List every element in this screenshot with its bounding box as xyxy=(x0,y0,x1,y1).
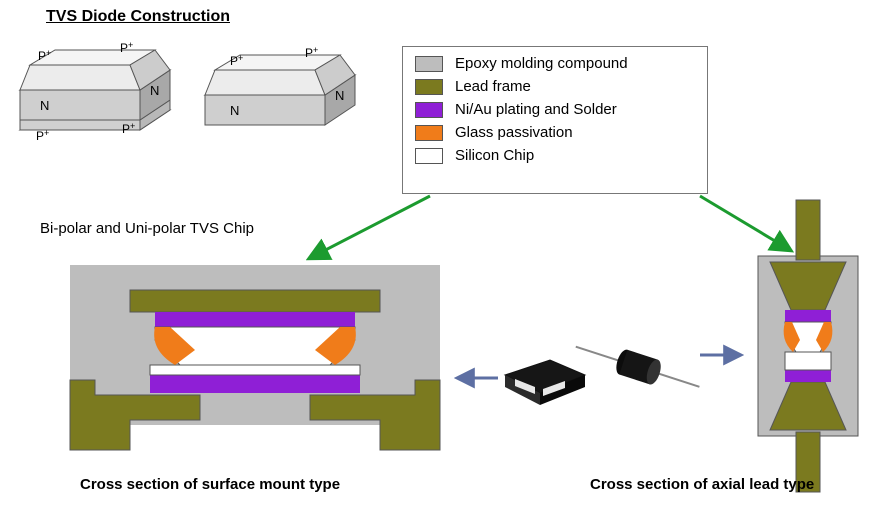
axial-package-icon xyxy=(572,334,704,399)
axial-caption: Cross section of axial lead type xyxy=(590,476,814,493)
smd-cross-section xyxy=(70,265,440,450)
smd-caption: Cross section of surface mount type xyxy=(80,476,340,493)
smd-package-icon xyxy=(505,360,585,405)
diagram-layer xyxy=(0,0,874,509)
axial-cross-section xyxy=(758,200,858,492)
